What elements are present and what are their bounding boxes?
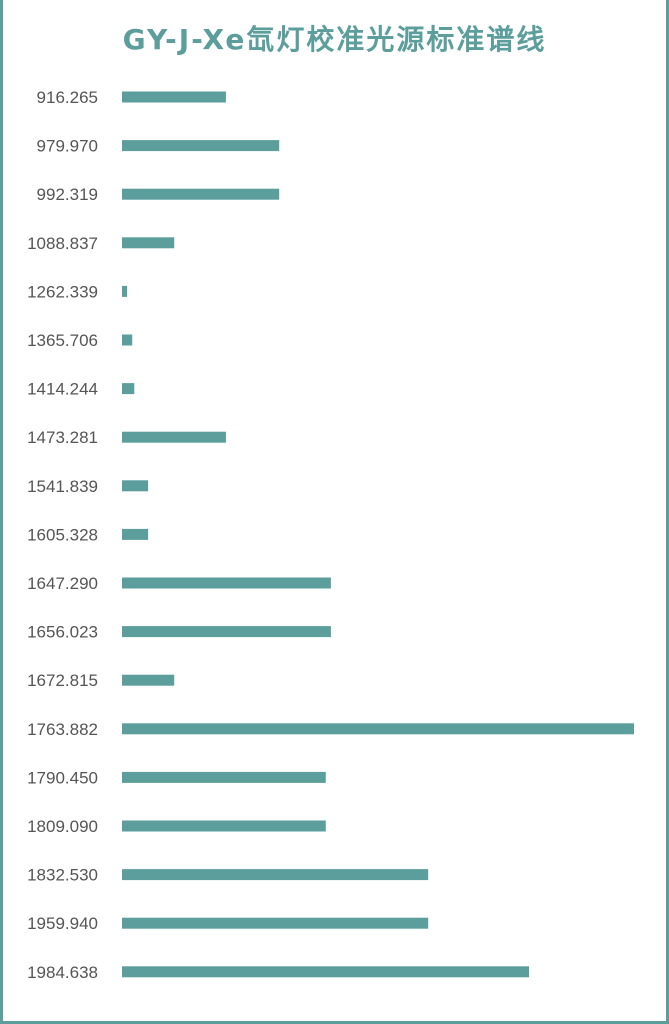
category-label: 1672.815: [27, 671, 98, 690]
category-label: 1605.328: [27, 525, 98, 544]
category-label: 1088.837: [27, 234, 98, 253]
category-label: 1832.530: [27, 866, 98, 885]
category-label: 1365.706: [27, 331, 98, 350]
bar: [122, 237, 175, 249]
category-label: 1262.339: [27, 282, 98, 301]
bar: [122, 917, 429, 929]
category-label: 1984.638: [27, 963, 98, 982]
bar: [122, 966, 530, 978]
category-label: 992.319: [37, 185, 98, 204]
bar: [122, 334, 133, 346]
category-label: 916.265: [37, 88, 98, 107]
category-label: 1541.839: [27, 477, 98, 496]
bar: [122, 91, 226, 103]
bar: [122, 285, 128, 297]
category-label: 1763.882: [27, 720, 98, 739]
bar: [122, 480, 149, 492]
category-label: 1414.244: [27, 380, 98, 399]
category-label: 1959.940: [27, 914, 98, 933]
bar: [122, 528, 149, 540]
category-label: 1647.290: [27, 574, 98, 593]
bar: [122, 723, 634, 735]
bar: [122, 674, 175, 686]
bar: [122, 771, 326, 783]
category-label: 979.970: [37, 137, 98, 156]
bar: [122, 820, 326, 832]
category-label: 1656.023: [27, 623, 98, 642]
bar: [122, 626, 331, 638]
category-label: 1790.450: [27, 768, 98, 787]
bar: [122, 383, 135, 395]
bar: [122, 431, 226, 443]
category-label: 1473.281: [27, 428, 98, 447]
bar: [122, 869, 429, 881]
bar: [122, 577, 331, 589]
bar: [122, 188, 280, 200]
bar-chart: 916.265 979.970 992.319 1088.837 1262.339 136…: [27, 88, 634, 982]
category-label: 1809.090: [27, 817, 98, 836]
chart-title: GY-J-Xe氙灯校准光源标准谱线: [122, 23, 547, 56]
bar: [122, 140, 280, 152]
